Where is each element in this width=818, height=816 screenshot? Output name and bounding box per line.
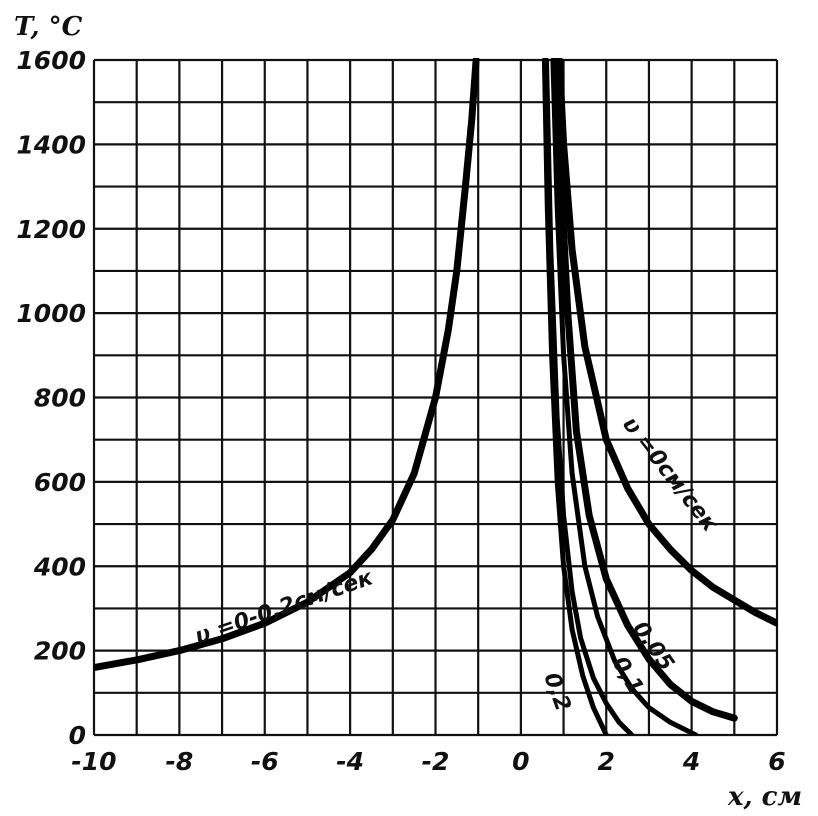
annotation-v0-curve: υ =0см/сек	[617, 412, 722, 537]
x-tick-label: -10	[71, 747, 116, 776]
y-tick-label: 400	[33, 552, 86, 581]
series-curve-4	[544, 58, 635, 735]
y-tick-label: 200	[34, 637, 86, 666]
x-tick-label: -8	[165, 747, 193, 776]
x-tick-label: 6	[768, 747, 785, 776]
y-tick-label: 600	[34, 468, 86, 497]
x-tick-label: 2	[598, 747, 615, 776]
curves	[94, 58, 777, 735]
x-tick-label: -6	[251, 747, 279, 776]
y-axis-title: T, °C	[14, 12, 83, 42]
y-tick-label: 1400	[16, 130, 86, 159]
tick-labels: -10 -8 -6 -4 -2 0 2 4 6 0 200 400 600 800 1000 1200 1400…	[16, 46, 785, 776]
series-curve-3	[550, 58, 699, 735]
y-tick-label: 1200	[16, 215, 86, 244]
x-tick-label: -4	[336, 747, 364, 776]
series-curve-1	[555, 58, 777, 627]
y-tick-label: 1000	[16, 299, 86, 328]
y-tick-label: 800	[34, 384, 86, 413]
x-tick-label: 0	[512, 747, 529, 776]
x-axis-title: x, см	[727, 782, 802, 812]
annotation-02-curve: 0,2	[538, 670, 575, 715]
x-tick-label: 4	[682, 747, 700, 776]
series-curve-0	[94, 58, 480, 671]
series-curve-2	[553, 58, 738, 722]
x-tick-label: -2	[422, 747, 450, 776]
y-tick-label: 0	[69, 721, 86, 750]
y-tick-label: 1600	[16, 46, 86, 75]
series-curve-5	[541, 58, 609, 735]
